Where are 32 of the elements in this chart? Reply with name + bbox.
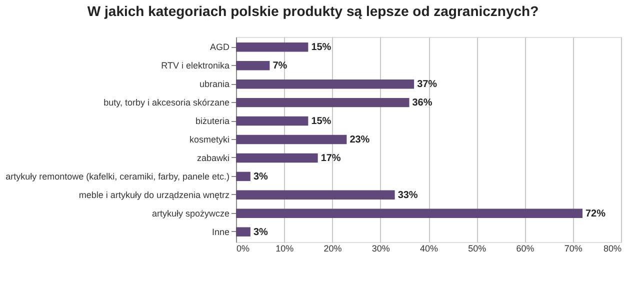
y-tick-label: zabawki bbox=[196, 152, 230, 163]
x-tick-label: 70% bbox=[564, 244, 582, 254]
x-tick-label: 30% bbox=[372, 244, 390, 254]
y-tick-label: artykuły spożywcze bbox=[152, 208, 230, 218]
x-tick-label: 0% bbox=[236, 244, 250, 254]
x-tick-label: 10% bbox=[276, 244, 294, 254]
y-tick-label: artykuły remontowe (kafelki, ceramiki, farby, panele etc.) bbox=[6, 171, 230, 182]
data-label: 15% bbox=[311, 116, 332, 128]
x-tick-label: 60% bbox=[516, 244, 534, 254]
data-label: 7% bbox=[272, 60, 288, 72]
data-label: 17% bbox=[320, 152, 341, 164]
x-tick-label: 50% bbox=[468, 244, 486, 254]
y-tick-label: AGD bbox=[210, 42, 230, 52]
y-tick-label: Inne bbox=[212, 226, 230, 237]
y-tick-label: kosmetyki bbox=[189, 134, 230, 144]
y-tick-label: ubrania bbox=[199, 79, 230, 90]
y-tick-label: meble i artykuły do urządzenia wnętrz bbox=[78, 190, 230, 200]
x-tick-label: 20% bbox=[324, 244, 342, 254]
data-label: 33% bbox=[398, 190, 418, 201]
data-label: 37% bbox=[417, 79, 438, 90]
data-label: 3% bbox=[253, 226, 268, 238]
y-tick-label: biżuteria bbox=[195, 116, 230, 126]
data-label: 15% bbox=[311, 42, 332, 54]
data-label: 23% bbox=[350, 134, 370, 146]
data-label: 72% bbox=[586, 208, 606, 220]
chart-title: W jakich kategoriach polskie produkty są lepsze od zagranicznych? bbox=[87, 3, 539, 19]
y-tick-label: RTV i elektronika bbox=[161, 60, 230, 71]
data-label: 36% bbox=[412, 98, 432, 109]
y-tick-label: buty, torby i akcesoria skórzane bbox=[104, 98, 230, 108]
data-label: 3% bbox=[253, 171, 268, 182]
x-tick-label: 80% bbox=[603, 244, 622, 254]
x-tick-label: 40% bbox=[420, 244, 438, 254]
